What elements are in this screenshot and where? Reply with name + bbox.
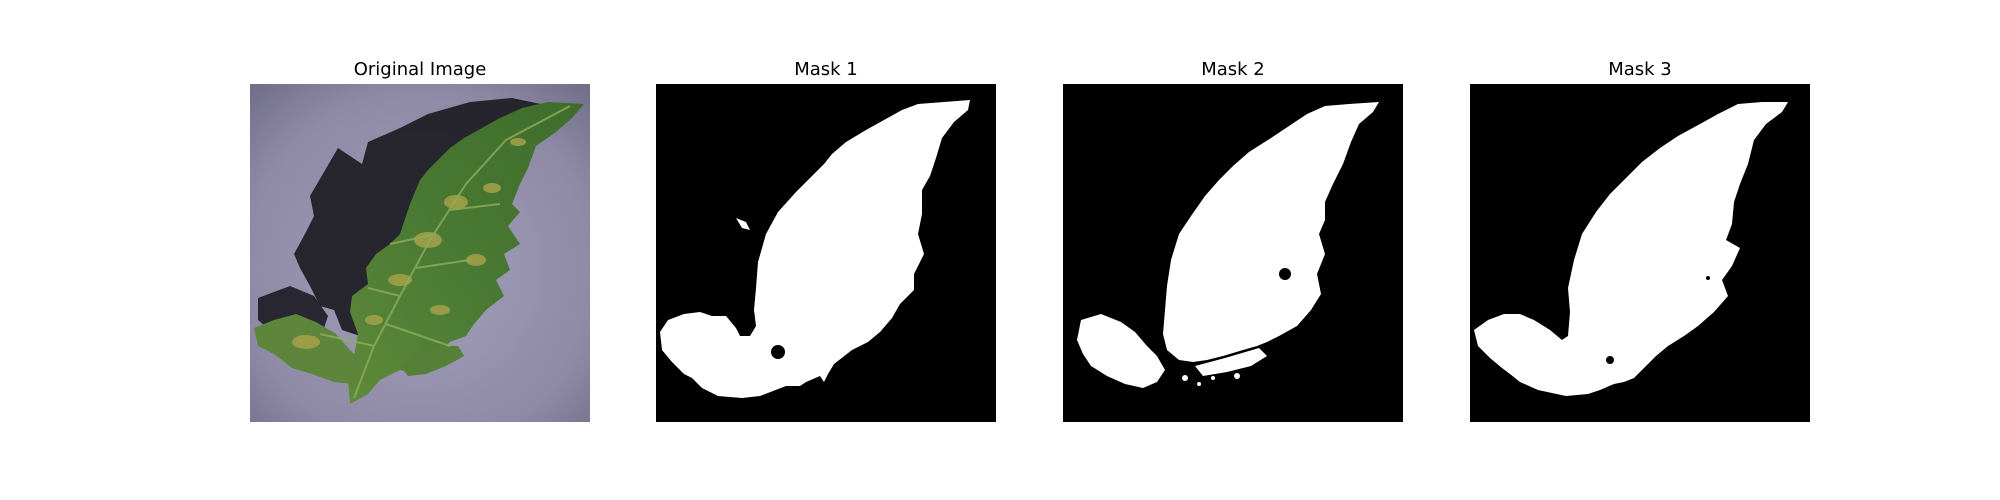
original-leaf-photo	[250, 84, 590, 422]
mask-2-fragments	[1182, 348, 1267, 386]
leaf-leaflet-left	[254, 314, 366, 384]
mask-1-speck	[736, 218, 750, 230]
mask-1-hole	[771, 345, 785, 359]
mask-1-image	[656, 84, 996, 422]
panel-title-mask-1: Mask 1	[794, 59, 858, 80]
panel-original-image: Original Image	[250, 0, 590, 500]
mask-3-foreground	[1474, 102, 1788, 396]
mask-2-image	[1063, 84, 1403, 422]
panel-mask-3: Mask 3	[1470, 0, 1810, 500]
mask-3-hole	[1606, 356, 1614, 364]
mask-3-speck	[1706, 276, 1710, 280]
mask-2-lower-lobe	[1077, 314, 1165, 388]
panel-mask-1: Mask 1	[656, 0, 996, 500]
panel-title-mask-2: Mask 2	[1201, 59, 1265, 80]
mask-1-foreground	[660, 100, 970, 398]
mask-2-hole	[1279, 268, 1291, 280]
leaf-main	[348, 102, 584, 404]
mask-3-image	[1470, 84, 1810, 422]
panel-mask-2: Mask 2	[1063, 0, 1403, 500]
leaf-leaflet-right	[400, 346, 464, 376]
panel-title-mask-3: Mask 3	[1608, 59, 1672, 80]
leaf-yellow-spots	[292, 138, 526, 349]
mask-2-foreground	[1163, 102, 1379, 362]
leaf-veins	[319, 105, 571, 399]
panel-title-original: Original Image	[353, 59, 487, 80]
